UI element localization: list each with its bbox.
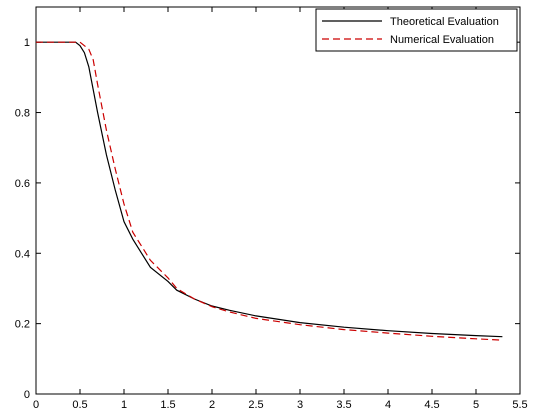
x-tick-label: 3 xyxy=(297,399,303,411)
legend-label: Numerical Evaluation xyxy=(390,34,494,46)
x-tick-label: 4 xyxy=(385,399,391,411)
plot-area xyxy=(35,6,521,395)
x-tick-label: 5 xyxy=(473,399,479,411)
y-tick-label: 1 xyxy=(24,37,30,49)
y-tick-label: 0.8 xyxy=(15,108,30,120)
axis-ticks: 0 0.5 1 1.5 2 2.5 3 3.5 4 4.5 5 5.5 0 0.2 0.4 0.6 0.8 1 xyxy=(15,7,528,411)
y-tick-label: 0.2 xyxy=(15,319,30,331)
x-tick-label: 1 xyxy=(121,399,127,411)
y-tick-label: 0.4 xyxy=(15,248,30,260)
legend-label: Theoretical Evaluation xyxy=(390,16,499,28)
y-tick-label: 0 xyxy=(24,389,30,401)
series-line-1 xyxy=(36,41,503,338)
x-tick-label: 3.5 xyxy=(336,399,351,411)
x-tick-label: 0.5 xyxy=(72,399,87,411)
x-tick-label: 1.5 xyxy=(160,399,175,411)
y-tick-label: 0.6 xyxy=(15,178,30,190)
x-tick-label: 5.5 xyxy=(512,399,527,411)
legend-box xyxy=(315,8,518,52)
x-tick-label: 2 xyxy=(209,399,215,411)
x-tick-label: 4.5 xyxy=(424,399,439,411)
series-line-2 xyxy=(36,41,503,341)
x-tick-label: 2.5 xyxy=(248,399,263,411)
legend: Theoretical Evaluation Numerical Evaluati… xyxy=(315,8,518,52)
x-tick-label: 0 xyxy=(33,399,39,411)
series-group xyxy=(36,41,503,341)
